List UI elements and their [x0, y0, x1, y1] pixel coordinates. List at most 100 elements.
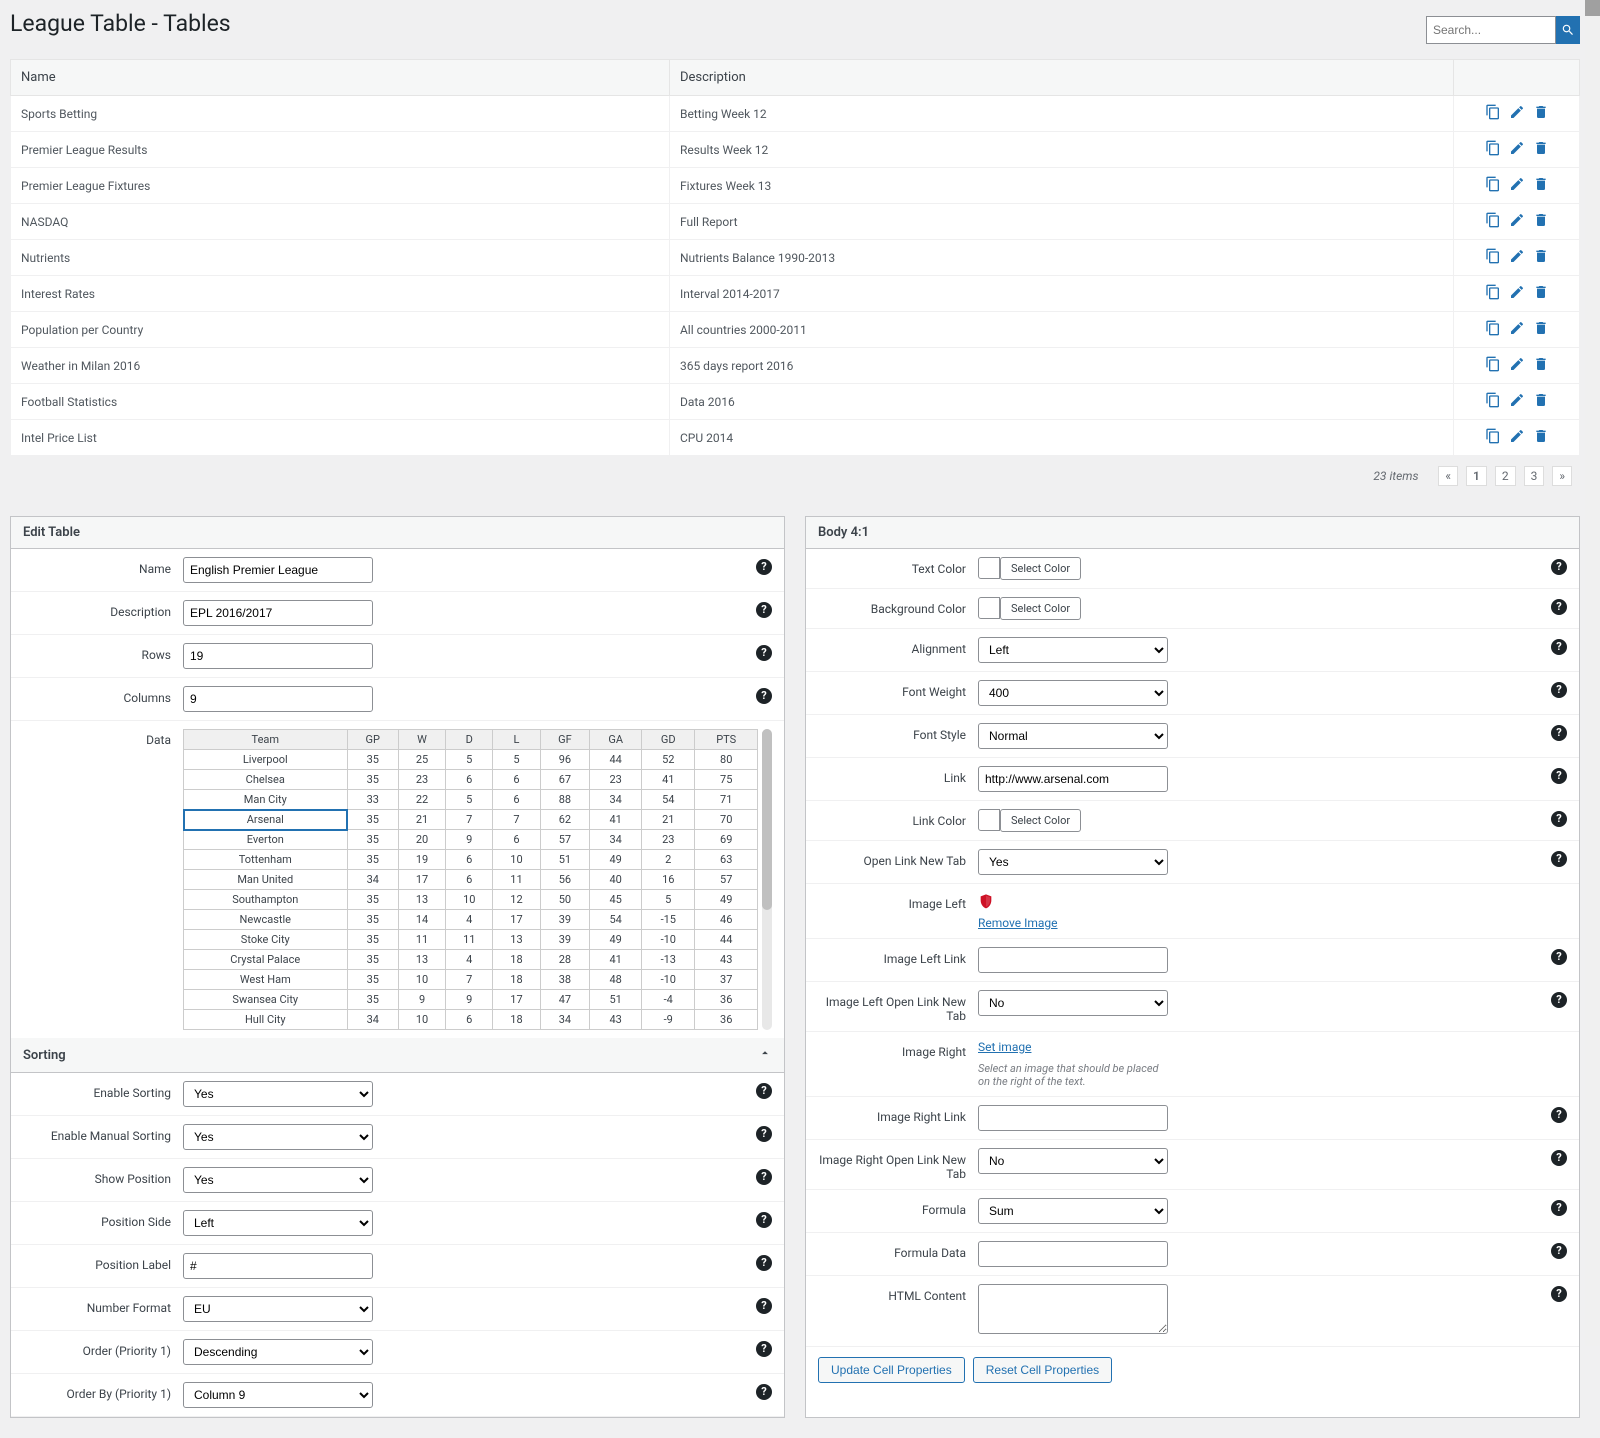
number-format-select[interactable]: EU — [183, 1296, 373, 1322]
grid-cell[interactable]: 6 — [446, 870, 493, 890]
grid-cell[interactable]: 14 — [398, 910, 445, 930]
help-icon[interactable]: ? — [756, 1212, 772, 1228]
description-input[interactable] — [183, 600, 373, 626]
chevron-up-icon[interactable] — [758, 1046, 772, 1064]
help-icon[interactable]: ? — [756, 688, 772, 704]
grid-cell[interactable]: 44 — [695, 930, 758, 950]
grid-cell[interactable]: 34 — [590, 790, 642, 810]
grid-cell[interactable]: Crystal Palace — [184, 950, 348, 970]
copy-icon[interactable] — [1485, 212, 1501, 231]
sorting-header[interactable]: Sorting — [11, 1038, 784, 1073]
trash-icon[interactable] — [1533, 104, 1549, 123]
trash-icon[interactable] — [1533, 356, 1549, 375]
help-icon[interactable]: ? — [756, 1384, 772, 1400]
grid-cell[interactable]: 35 — [347, 910, 398, 930]
grid-cell[interactable]: 6 — [446, 1010, 493, 1030]
grid-header[interactable]: GD — [642, 730, 695, 750]
position-side-select[interactable]: Left — [183, 1210, 373, 1236]
grid-cell[interactable]: 7 — [493, 810, 540, 830]
grid-cell[interactable]: 36 — [695, 1010, 758, 1030]
orderby1-select[interactable]: Column 9 — [183, 1382, 373, 1408]
grid-cell[interactable]: 80 — [695, 750, 758, 770]
table-row[interactable]: Interest RatesInterval 2014-2017 — [11, 276, 1580, 312]
grid-cell[interactable]: 88 — [540, 790, 590, 810]
grid-cell[interactable]: 35 — [347, 750, 398, 770]
grid-cell[interactable]: 49 — [590, 930, 642, 950]
edit-icon[interactable] — [1509, 392, 1525, 411]
grid-cell[interactable]: 21 — [398, 810, 445, 830]
grid-cell[interactable]: 4 — [446, 910, 493, 930]
grid-cell[interactable]: Arsenal — [184, 810, 348, 830]
grid-cell[interactable]: 54 — [642, 790, 695, 810]
grid-cell[interactable]: 38 — [540, 970, 590, 990]
grid-cell[interactable]: 9 — [446, 830, 493, 850]
grid-cell[interactable]: Man United — [184, 870, 348, 890]
page-link[interactable]: 2 — [1495, 466, 1516, 486]
grid-header[interactable]: GP — [347, 730, 398, 750]
open-newtab-select[interactable]: Yes — [978, 849, 1168, 875]
font-style-select[interactable]: Normal — [978, 723, 1168, 749]
grid-cell[interactable]: 7 — [446, 970, 493, 990]
show-position-select[interactable]: Yes — [183, 1167, 373, 1193]
grid-cell[interactable]: 17 — [493, 990, 540, 1010]
copy-icon[interactable] — [1485, 104, 1501, 123]
grid-cell[interactable]: Liverpool — [184, 750, 348, 770]
grid-cell[interactable]: 6 — [446, 770, 493, 790]
grid-cell[interactable]: 69 — [695, 830, 758, 850]
page-link[interactable]: » — [1552, 466, 1572, 486]
help-icon[interactable]: ? — [1551, 851, 1567, 867]
grid-cell[interactable]: 50 — [540, 890, 590, 910]
help-icon[interactable]: ? — [1551, 949, 1567, 965]
grid-cell[interactable]: 20 — [398, 830, 445, 850]
help-icon[interactable]: ? — [1551, 639, 1567, 655]
page-link[interactable]: 3 — [1524, 466, 1545, 486]
table-row[interactable]: Population per CountryAll countries 2000… — [11, 312, 1580, 348]
link-input[interactable] — [978, 766, 1168, 792]
grid-cell[interactable]: 35 — [347, 970, 398, 990]
grid-cell[interactable]: 43 — [695, 950, 758, 970]
grid-header[interactable]: W — [398, 730, 445, 750]
grid-cell[interactable]: 11 — [398, 930, 445, 950]
grid-header[interactable]: D — [446, 730, 493, 750]
grid-header[interactable]: GF — [540, 730, 590, 750]
help-icon[interactable]: ? — [1551, 559, 1567, 575]
grid-cell[interactable]: 46 — [695, 910, 758, 930]
grid-cell[interactable]: 35 — [347, 810, 398, 830]
grid-cell[interactable]: 28 — [540, 950, 590, 970]
enable-manual-sorting-select[interactable]: Yes — [183, 1124, 373, 1150]
grid-cell[interactable]: 70 — [695, 810, 758, 830]
grid-cell[interactable]: Tottenham — [184, 850, 348, 870]
grid-cell[interactable]: 6 — [493, 790, 540, 810]
grid-cell[interactable]: 35 — [347, 930, 398, 950]
help-icon[interactable]: ? — [756, 1255, 772, 1271]
grid-cell[interactable]: Man City — [184, 790, 348, 810]
table-row[interactable]: NutrientsNutrients Balance 1990-2013 — [11, 240, 1580, 276]
grid-cell[interactable]: 22 — [398, 790, 445, 810]
color-swatch[interactable] — [978, 597, 1000, 619]
page-scrollbar[interactable] — [1585, 0, 1600, 1346]
grid-cell[interactable]: 11 — [446, 930, 493, 950]
edit-icon[interactable] — [1509, 212, 1525, 231]
grid-cell[interactable]: 35 — [347, 850, 398, 870]
grid-cell[interactable]: Everton — [184, 830, 348, 850]
copy-icon[interactable] — [1485, 176, 1501, 195]
copy-icon[interactable] — [1485, 428, 1501, 447]
grid-cell[interactable]: 39 — [540, 910, 590, 930]
col-description[interactable]: Description — [669, 60, 1454, 96]
help-icon[interactable]: ? — [1551, 682, 1567, 698]
position-label-input[interactable] — [183, 1253, 373, 1279]
grid-cell[interactable]: 6 — [446, 850, 493, 870]
font-weight-select[interactable]: 400 — [978, 680, 1168, 706]
grid-cell[interactable]: 41 — [642, 770, 695, 790]
bg-color-button[interactable]: Select Color — [1000, 597, 1081, 620]
trash-icon[interactable] — [1533, 212, 1549, 231]
help-icon[interactable]: ? — [756, 1341, 772, 1357]
help-icon[interactable]: ? — [1551, 992, 1567, 1008]
order1-select[interactable]: Descending — [183, 1339, 373, 1365]
grid-cell[interactable]: 51 — [540, 850, 590, 870]
trash-icon[interactable] — [1533, 140, 1549, 159]
grid-cell[interactable]: 19 — [398, 850, 445, 870]
grid-cell[interactable]: 16 — [642, 870, 695, 890]
grid-cell[interactable]: 51 — [590, 990, 642, 1010]
grid-cell[interactable]: 36 — [695, 990, 758, 1010]
